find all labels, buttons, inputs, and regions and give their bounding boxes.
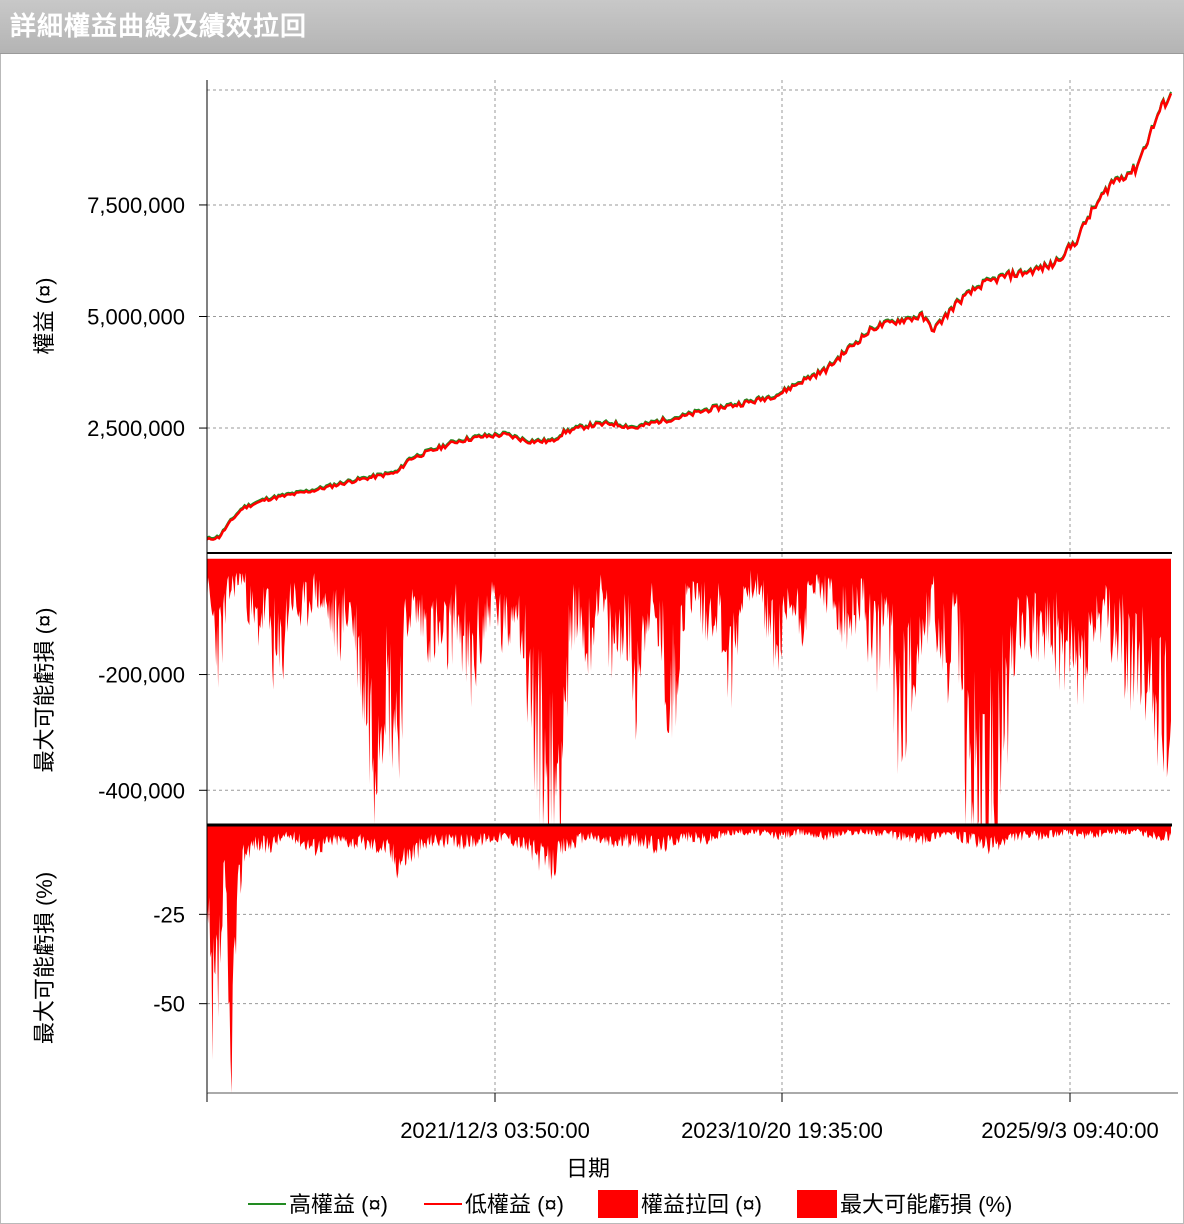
legend-label-high: 高權益 (¤) [289, 1192, 388, 1217]
x-tick-label: 2025/9/3 09:40:00 [981, 1118, 1158, 1143]
title-bar: 詳細權益曲線及績效拉回 [0, 0, 1184, 54]
drawdown-percent-axis-title: 最大可能虧損 (%) [32, 872, 57, 1044]
y-tick-label: -400,000 [98, 778, 185, 803]
legend: 高權益 (¤) 低權益 (¤) 權益拉回 (¤) 最大可能虧損 (%) [248, 1190, 1012, 1218]
legend-swatch-drawdown [598, 1190, 638, 1218]
y-tick-label: 2,500,000 [87, 416, 185, 441]
y-tick-label: 7,500,000 [87, 193, 185, 218]
drawdown-percent-panel [207, 825, 1171, 1093]
window-title: 詳細權益曲線及績效拉回 [10, 12, 308, 42]
x-tick-label: 2021/12/3 03:50:00 [400, 1118, 590, 1143]
y-tick-label: -25 [153, 902, 185, 927]
equity-axis-title: 權益 (¤) [32, 277, 57, 354]
legend-label-max-loss: 最大可能虧損 (%) [840, 1192, 1012, 1217]
high-equity-line [206, 91, 1172, 540]
drawdown-percent-area [207, 825, 1171, 1093]
legend-swatch-max-loss [797, 1190, 837, 1218]
x-tick-labels: 2021/12/3 03:50:00 2023/10/20 19:35:00 2… [400, 1118, 1159, 1143]
axes [206, 80, 1178, 1102]
y-tick-label: -200,000 [98, 663, 185, 688]
legend-label-drawdown: 權益拉回 (¤) [641, 1192, 762, 1217]
drawdown-amount-axis-title: 最大可能虧損 (¤) [32, 607, 57, 772]
drawdown-amount-panel [207, 558, 1171, 825]
equity-panel [206, 91, 1173, 541]
x-tick-label: 2023/10/20 19:35:00 [681, 1118, 883, 1143]
y-tick-label: 5,000,000 [87, 305, 185, 330]
low-equity-line [206, 92, 1173, 541]
legend-label-low: 低權益 (¤) [465, 1192, 564, 1217]
y-tick-labels: 2,500,000 5,000,000 7,500,000 -200,000 -400,… [87, 193, 207, 1017]
x-axis-title: 日期 [566, 1156, 610, 1181]
drawdown-amount-area [207, 558, 1171, 825]
y-tick-label: -50 [153, 992, 185, 1017]
